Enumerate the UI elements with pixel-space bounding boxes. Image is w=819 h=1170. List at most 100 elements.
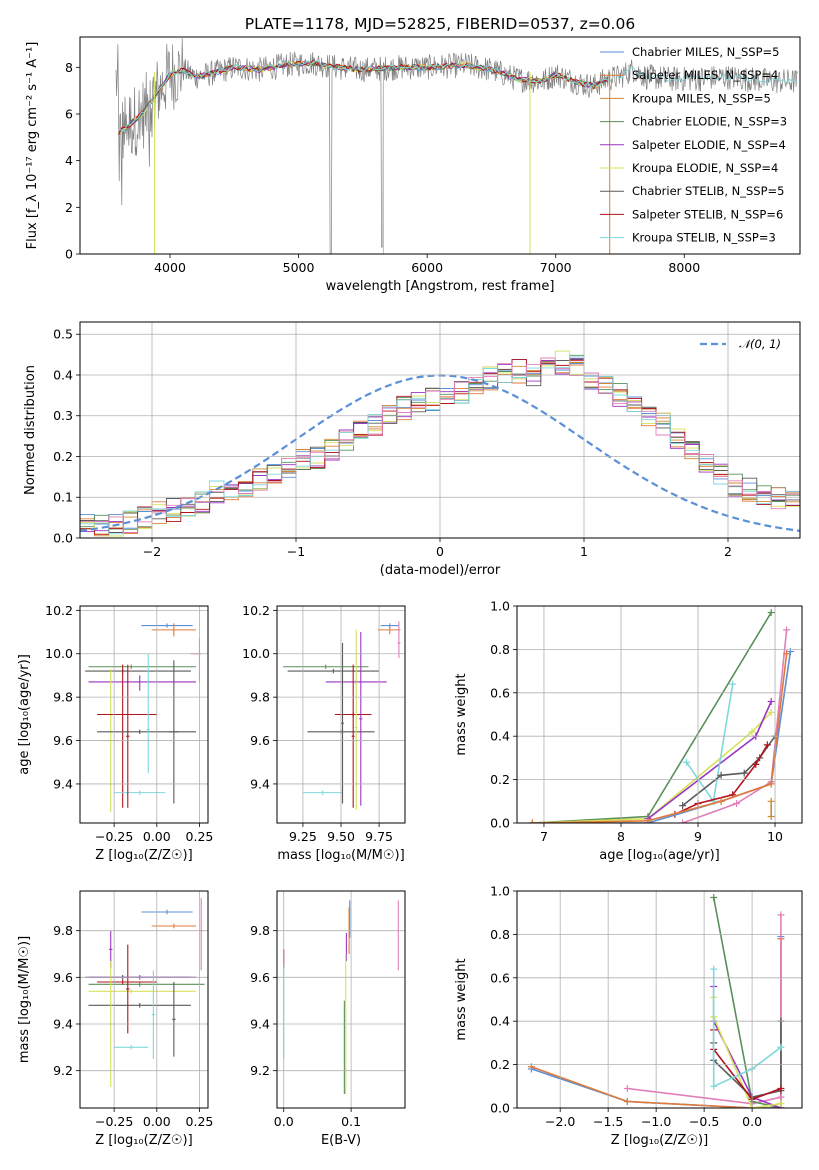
y-tick-label: 6 <box>65 107 73 122</box>
series-point-2 <box>777 911 785 919</box>
axes-frame <box>79 605 209 824</box>
x-tick-label: 6000 <box>411 260 443 275</box>
figure-title: PLATE=1178, MJD=52825, FIBERID=0537, z=0… <box>245 15 635 33</box>
y-tick-label: 0.0 <box>53 531 73 546</box>
x-tick-label: −2 <box>143 544 161 559</box>
x-axis-label: (data-model)/error <box>380 563 501 578</box>
y-axis-label: Normed distribution <box>23 365 38 495</box>
panel-weight_vs_age: 7 8 9 10 0.0 0.2 0.4 0.6 0.8 1.0 age [log₁₀(age/yr… <box>454 599 803 863</box>
series-point-2 <box>777 1093 785 1101</box>
y-tick-label: 0.2 <box>490 772 510 787</box>
y-tick-label: 0.8 <box>490 642 510 657</box>
axes-frame <box>79 321 801 539</box>
y-tick-label: 10.0 <box>242 646 270 661</box>
y-tick-label: 0.4 <box>490 1014 510 1029</box>
y-axis-label: mass [log₁₀(M/M☉)] <box>17 936 32 1063</box>
histogram-pink <box>80 357 800 534</box>
plot-area <box>85 898 205 1087</box>
x-tick-label: −1.0 <box>641 1114 671 1129</box>
legend-label: Kroupa MILES, N_SSP=5 <box>632 91 771 105</box>
panel-weight_vs_Z: −2.0 −1.5 −1.0 −0.5 0.0 0.0 0.2 0.4 0.6 0.8 1.0 Z [… <box>454 884 803 1148</box>
model-spectrum-c7 <box>118 59 608 135</box>
x-axis-label: wavelength [Angstrom, rest frame] <box>326 279 555 294</box>
legend-label: Salpeter STELIB, N_SSP=6 <box>632 207 783 221</box>
series-point-2 <box>767 708 775 716</box>
y-tick-label: 9.4 <box>53 1017 73 1032</box>
plot-area <box>283 621 401 810</box>
legend-label: Chabrier MILES, N_SSP=5 <box>632 45 779 59</box>
y-tick-label: 9.8 <box>53 690 73 705</box>
y-tick-label: 9.4 <box>250 776 270 791</box>
x-tick-label: 7 <box>540 829 548 844</box>
x-tick-label: 5000 <box>283 260 315 275</box>
panel-age_vs_Z: −0.25 0.00 0.25 9.4 9.6 9.8 10.0 10.2 Z [log₁₀(Z… <box>17 603 213 863</box>
x-tick-label: 0.1 <box>341 1114 361 1129</box>
histogram-c8 <box>80 356 800 535</box>
histogram-c3 <box>80 354 800 530</box>
plot-area <box>528 609 794 823</box>
axes-frame <box>516 890 803 1109</box>
series-point-8 <box>777 1043 785 1051</box>
legend-label: Salpeter ELODIE, N_SSP=4 <box>632 138 786 152</box>
x-tick-label: 0.00 <box>143 1114 171 1129</box>
y-tick-label: 0.0 <box>490 816 510 831</box>
x-tick-label: 10 <box>767 829 783 844</box>
axes-frame <box>276 605 406 824</box>
legend-label: Kroupa ELODIE, N_SSP=4 <box>632 161 778 175</box>
model-spectrum-c8 <box>118 60 798 132</box>
series-point-8 <box>528 819 536 823</box>
x-tick-label: −1.5 <box>593 1114 623 1129</box>
y-tick-label: 4 <box>65 153 73 168</box>
series-point-4 <box>682 758 690 766</box>
y-tick-label: 9.6 <box>250 970 270 985</box>
series-point-1 <box>679 819 687 823</box>
plot-area <box>527 894 785 1108</box>
panel-mass_vs_EBV: 0.0 0.1 9.2 9.4 9.6 9.8 E(B-V) <box>250 890 406 1148</box>
x-tick-label: −0.25 <box>95 829 133 844</box>
y-tick-label: 0 <box>65 247 73 262</box>
y-tick-label: 9.2 <box>53 1063 73 1078</box>
x-tick-label: 9 <box>694 829 702 844</box>
series-point-8 <box>767 780 775 788</box>
series-line-2 <box>627 914 782 1105</box>
y-tick-label: 0.6 <box>490 685 510 700</box>
series-point-9 <box>767 812 775 820</box>
y-tick-label: 0.4 <box>53 367 73 382</box>
axes-frame <box>79 890 209 1109</box>
series-point-3 <box>767 697 775 705</box>
x-tick-label: 7000 <box>540 260 572 275</box>
x-tick-label: 9.50 <box>327 829 355 844</box>
x-axis-label: E(B-V) <box>321 1133 361 1148</box>
plot-area <box>80 350 800 537</box>
y-tick-label: 0.2 <box>490 1057 510 1072</box>
x-tick-label: 1 <box>580 544 588 559</box>
y-tick-label: 0.8 <box>490 927 510 942</box>
y-tick-label: 1.0 <box>490 884 510 899</box>
axes-frame <box>276 890 406 1109</box>
x-tick-label: 0.25 <box>186 829 214 844</box>
series-point-1 <box>783 626 791 634</box>
series-point-5 <box>717 771 725 779</box>
series-point-8 <box>710 965 718 973</box>
panel-mass_vs_Z: −0.25 0.00 0.25 9.2 9.4 9.6 9.8 Z [log₁₀(Z/Z☉)]… <box>17 890 213 1148</box>
y-axis-label: age [log₁₀(age/yr)] <box>17 654 32 775</box>
series-point-4 <box>729 680 737 688</box>
legend-label: Chabrier ELODIE, N_SSP=3 <box>632 115 787 129</box>
legend-label: 𝒩(0, 1) <box>739 337 781 351</box>
x-tick-label: 8000 <box>668 260 700 275</box>
series-point-3 <box>710 894 718 902</box>
panel-residuals: 𝒩(0, 1) −2 −1 0 1 2 0.0 0.1 0.2 0.3 0.4 0.5 (data-mo… <box>23 321 801 578</box>
x-axis-label: age [log₁₀(age/yr)] <box>599 848 720 863</box>
y-axis-label: mass weight <box>454 958 469 1040</box>
series-line-8 <box>712 969 782 1088</box>
series-point-8 <box>783 650 791 658</box>
series-point-5 <box>740 769 748 777</box>
series-line-5 <box>712 997 782 1108</box>
x-axis-label: Z [log₁₀(Z/Z☉)] <box>611 1133 708 1148</box>
x-axis-label: Z [log₁₀(Z/Z☉)] <box>95 848 192 863</box>
x-tick-label: 9.25 <box>289 829 317 844</box>
x-tick-label: 2 <box>724 544 732 559</box>
series-line-1 <box>682 629 788 823</box>
y-tick-label: 9.4 <box>250 1017 270 1032</box>
